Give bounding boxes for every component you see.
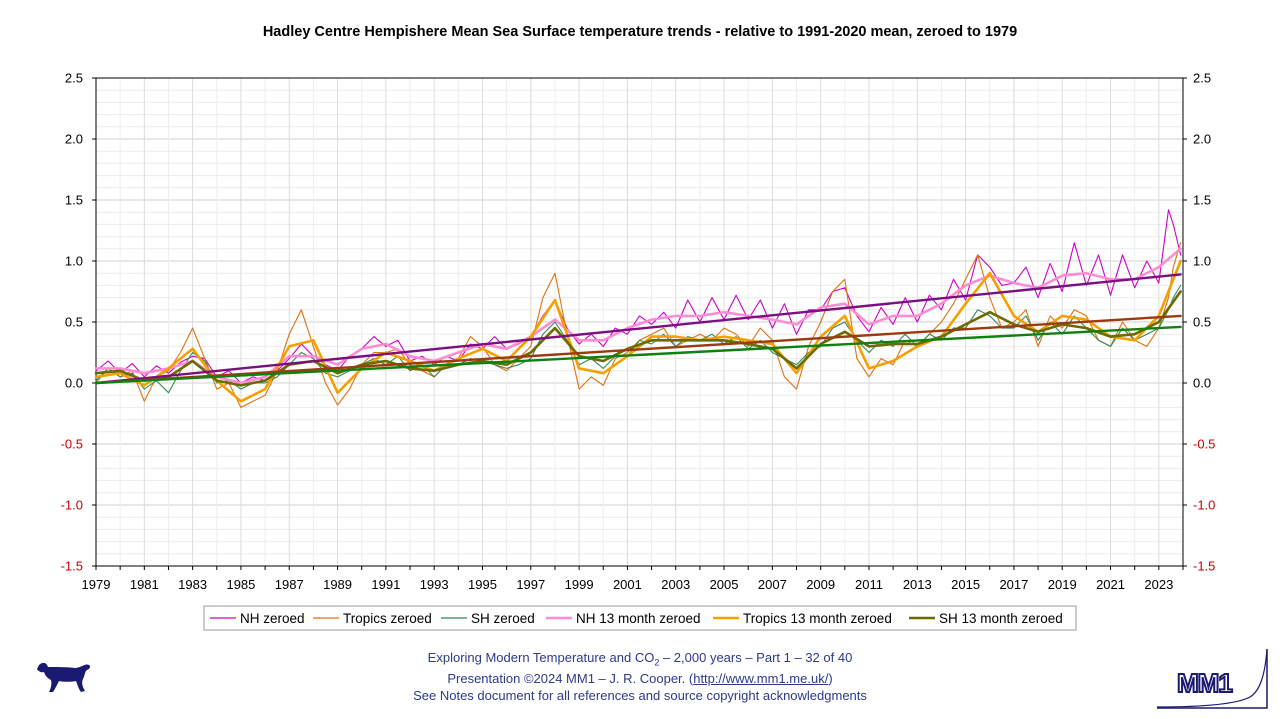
y-tick-label-left: 0.5 <box>65 315 83 330</box>
footer-line-2-pre: Presentation ©2024 MM1 – J. R. Cooper. ( <box>447 671 694 687</box>
x-tick-label: 2013 <box>903 577 932 592</box>
y-tick-label-right: 1.0 <box>1193 254 1211 269</box>
x-tick-label: 2011 <box>855 577 883 592</box>
x-tick-label: 1979 <box>82 577 111 592</box>
logo-curve-icon <box>1156 648 1268 708</box>
x-tick-label: 2021 <box>1096 577 1125 592</box>
chart-title: Hadley Centre Hempishere Mean Sea Surfac… <box>263 24 1017 40</box>
x-tick-label: 2015 <box>951 577 980 592</box>
tropics-trend-series-line <box>94 314 1182 385</box>
legend-label: NH 13 month zeroed <box>576 611 701 626</box>
legend: NH zeroed Tropics zeroed SH zeroed NH 13 mo… <box>203 605 1077 631</box>
x-tick-label: 2019 <box>1048 577 1077 592</box>
y-tick-label-left: 2.0 <box>65 132 83 147</box>
dog-logo-icon <box>37 662 91 692</box>
footer-line-2-post: ) <box>828 671 833 687</box>
footer-line-3: See Notes document for all references an… <box>413 687 867 703</box>
y-tick-label-right: 0.5 <box>1193 315 1211 330</box>
x-axis: 1979 1981 1983 1985 1987 1989 1991 1993 1995 1997… <box>82 566 1184 592</box>
footer-line-1-sub: 2 <box>654 657 660 668</box>
y-tick-label-left: 0.0 <box>65 376 83 391</box>
y-tick-label-left: -0.5 <box>61 437 83 452</box>
x-tick-label: 2017 <box>999 577 1028 592</box>
y-tick-label-right: 1.5 <box>1193 193 1211 208</box>
y-tick-label-right: 0.0 <box>1193 376 1211 391</box>
mm1-logo: MM1 <box>1156 648 1268 709</box>
legend-label: NH zeroed <box>240 611 305 626</box>
footer-line-2: Presentation ©2024 MM1 – J. R. Cooper. (… <box>0 671 1280 688</box>
x-tick-label: 1981 <box>130 577 159 592</box>
footer-link[interactable]: http://www.mm1.me.uk/ <box>693 671 829 687</box>
x-tick-label: 2023 <box>1144 577 1173 592</box>
x-tick-label: 1989 <box>323 577 352 592</box>
x-tick-label: 1995 <box>468 577 497 592</box>
footer: Exploring Modern Temperature and CO2 – 2… <box>0 650 1280 704</box>
nh-trend-series-line <box>94 273 1182 385</box>
y-tick-label-left: 1.0 <box>65 254 83 269</box>
x-tick-label: 2007 <box>758 577 787 592</box>
legend-label: Tropics 13 month zeroed <box>743 611 892 626</box>
y-tick-label-right: -1.0 <box>1193 498 1215 513</box>
y-tick-label-left: -1.5 <box>61 559 83 574</box>
logo-text: MM1 <box>1177 668 1232 698</box>
x-tick-label: 2005 <box>710 577 739 592</box>
tropics-13-month-zeroed-series-line <box>94 259 1182 403</box>
series-layer <box>94 209 1182 408</box>
footer-line-1-post: – 2,000 years – Part 1 – 32 of 40 <box>659 650 853 665</box>
x-tick-label: 1993 <box>420 577 449 592</box>
legend-label: SH 13 month zeroed <box>939 611 1063 626</box>
x-tick-label: 1987 <box>275 577 304 592</box>
x-tick-label: 2009 <box>806 577 835 592</box>
footer-line-1-pre: Exploring Modern Temperature and CO <box>427 650 655 665</box>
x-tick-label: 2001 <box>613 577 642 592</box>
footer-line-1: Exploring Modern Temperature and CO2 – 2… <box>0 650 1280 671</box>
y-tick-label-left: 1.5 <box>65 193 83 208</box>
legend-label: Tropics zeroed <box>343 611 432 626</box>
x-tick-label: 2003 <box>661 577 690 592</box>
x-tick-label: 1997 <box>516 577 545 592</box>
sh-trend-series-line <box>94 325 1182 385</box>
x-tick-label: 1985 <box>226 577 255 592</box>
y-tick-label-right: 2.5 <box>1193 71 1211 86</box>
y-axis-right: 2.5 2.0 1.5 1.0 0.5 0.0 -0.5 -1.0 -1.5 <box>1183 71 1215 574</box>
legend-label: SH zeroed <box>471 611 535 626</box>
logo-frame-icon <box>1157 649 1268 709</box>
x-tick-label: 1999 <box>565 577 594 592</box>
y-tick-label-left: 2.5 <box>65 71 83 86</box>
x-tick-label: 1983 <box>178 577 207 592</box>
y-tick-label-left: -1.0 <box>61 498 83 513</box>
x-tick-label: 1991 <box>371 577 400 592</box>
y-axis-left: 2.5 2.0 1.5 1.0 0.5 0.0 -0.5 -1.0 -1.5 <box>61 71 96 574</box>
y-tick-label-right: -0.5 <box>1193 437 1215 452</box>
y-tick-label-right: 2.0 <box>1193 132 1211 147</box>
chart: Hadley Centre Hempishere Mean Sea Surfac… <box>61 24 1215 631</box>
y-tick-label-right: -1.5 <box>1193 559 1215 574</box>
